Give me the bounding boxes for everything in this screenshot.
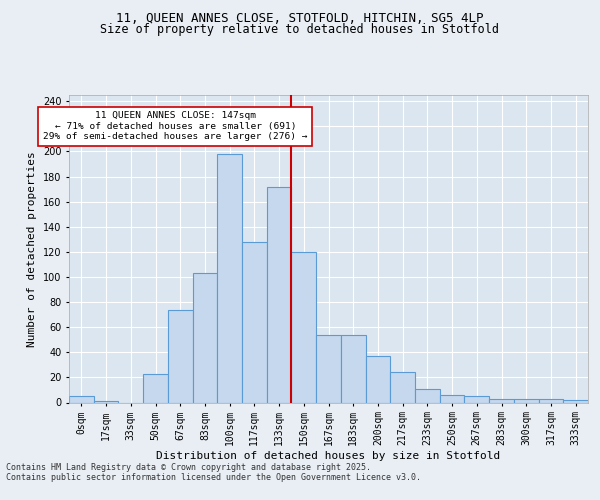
Text: Size of property relative to detached houses in Stotfold: Size of property relative to detached ho… [101,22,499,36]
Bar [193,273,217,402]
Bar [390,372,415,402]
Bar [415,388,440,402]
Bar [341,334,365,402]
Bar [143,374,168,402]
Text: 11, QUEEN ANNES CLOSE, STOTFOLD, HITCHIN, SG5 4LP: 11, QUEEN ANNES CLOSE, STOTFOLD, HITCHIN… [116,12,484,26]
Text: 11 QUEEN ANNES CLOSE: 147sqm
← 71% of detached houses are smaller (691)
29% of s: 11 QUEEN ANNES CLOSE: 147sqm ← 71% of de… [43,112,308,141]
Bar [464,396,489,402]
Text: Contains HM Land Registry data © Crown copyright and database right 2025.: Contains HM Land Registry data © Crown c… [6,462,371,471]
Bar [316,334,341,402]
Bar [267,186,292,402]
Bar [168,310,193,402]
Bar [365,356,390,403]
Y-axis label: Number of detached properties: Number of detached properties [27,151,37,346]
Bar [440,395,464,402]
Text: Contains public sector information licensed under the Open Government Licence v3: Contains public sector information licen… [6,472,421,482]
Bar [242,242,267,402]
X-axis label: Distribution of detached houses by size in Stotfold: Distribution of detached houses by size … [157,451,500,461]
Bar [539,398,563,402]
Bar [514,398,539,402]
Bar [489,398,514,402]
Bar [217,154,242,402]
Bar [69,396,94,402]
Bar [292,252,316,402]
Bar [94,401,118,402]
Bar [563,400,588,402]
